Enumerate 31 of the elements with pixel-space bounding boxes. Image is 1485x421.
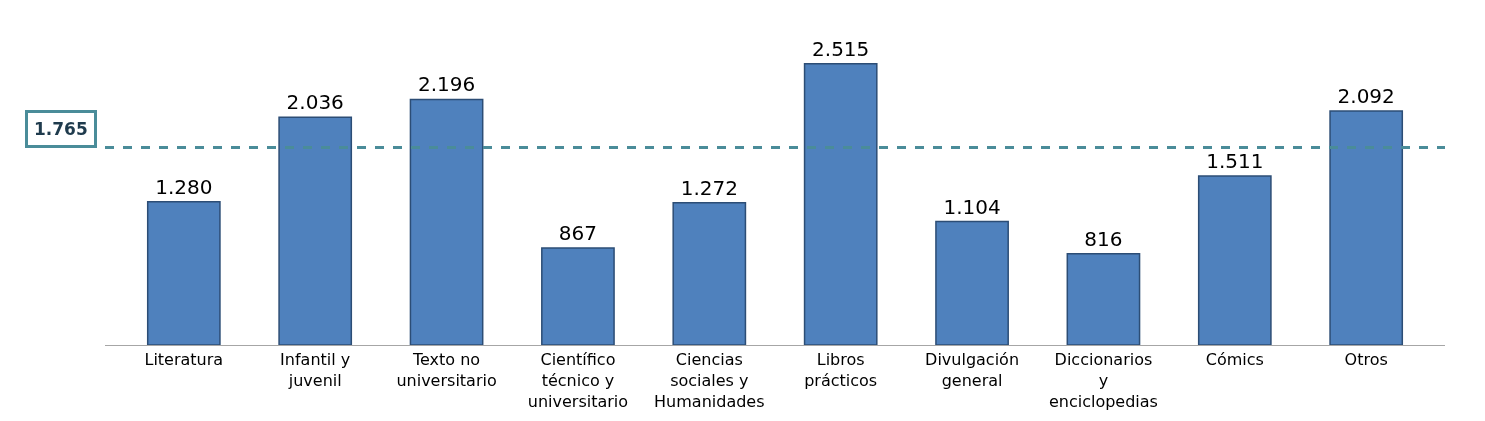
x-tick-label: Infantil y juvenil — [280, 350, 351, 390]
data-label: 1.280 — [155, 174, 213, 199]
ref-line-label: 1.765 — [34, 119, 88, 139]
x-tick-label: Libros prácticos — [804, 350, 878, 390]
data-label: 2.515 — [812, 36, 870, 61]
data-label: 2.092 — [1337, 84, 1395, 109]
x-tick-label: Texto no universitario — [396, 350, 497, 390]
bar — [1197, 175, 1272, 345]
bar — [672, 202, 747, 345]
x-tick-label: Ciencias sociales y Humanidades — [654, 350, 765, 411]
data-label: 816 — [1084, 226, 1123, 251]
data-label: 2.196 — [417, 72, 476, 97]
x-tick-label: Diccionarios y enciclopedias — [1048, 350, 1158, 411]
x-tick-label: Cómics — [1205, 350, 1264, 370]
data-label: 867 — [558, 221, 598, 246]
bar — [803, 63, 878, 345]
data-label: 1.511 — [1206, 149, 1264, 174]
data-label: 2.036 — [286, 90, 344, 115]
x-tick-label: Científico técnico y universitario — [527, 350, 629, 411]
x-tick-label: Literatura — [144, 350, 224, 370]
bar — [409, 98, 484, 345]
bar — [1329, 110, 1404, 345]
bar — [146, 201, 221, 345]
bar — [278, 116, 353, 345]
bar — [541, 247, 615, 345]
data-label: 1.104 — [943, 194, 1001, 219]
x-tick-label: Otros — [1344, 350, 1388, 370]
x-tick-label: Divulgación general — [925, 350, 1020, 390]
bar — [935, 220, 1009, 345]
bar — [1066, 253, 1141, 345]
data-label: 1.272 — [680, 175, 738, 200]
